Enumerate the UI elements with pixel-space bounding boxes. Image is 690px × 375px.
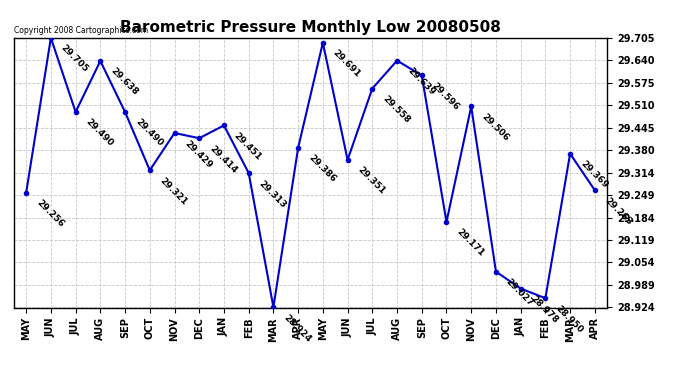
Text: 28.950: 28.950 — [553, 304, 584, 334]
Text: 29.263: 29.263 — [603, 196, 634, 227]
Text: 28.978: 28.978 — [529, 294, 560, 325]
Text: 29.558: 29.558 — [381, 94, 411, 125]
Text: 29.490: 29.490 — [133, 117, 164, 148]
Text: 29.705: 29.705 — [59, 44, 90, 74]
Text: 29.414: 29.414 — [208, 144, 239, 175]
Text: 29.429: 29.429 — [183, 139, 214, 170]
Text: 28.924: 28.924 — [282, 313, 313, 344]
Text: 29.171: 29.171 — [455, 228, 486, 259]
Text: 29.490: 29.490 — [84, 117, 115, 148]
Text: 29.369: 29.369 — [578, 159, 609, 190]
Title: Barometric Pressure Monthly Low 20080508: Barometric Pressure Monthly Low 20080508 — [120, 20, 501, 35]
Text: 29.639: 29.639 — [405, 66, 436, 97]
Text: 29.596: 29.596 — [430, 81, 461, 112]
Text: 29.321: 29.321 — [158, 176, 189, 207]
Text: 29.638: 29.638 — [108, 66, 139, 98]
Text: 29.691: 29.691 — [331, 48, 362, 79]
Text: 29.351: 29.351 — [356, 165, 387, 196]
Text: 29.313: 29.313 — [257, 178, 288, 210]
Text: 29.451: 29.451 — [233, 131, 264, 162]
Text: 29.027: 29.027 — [504, 277, 535, 308]
Text: 29.506: 29.506 — [480, 112, 511, 143]
Text: 29.386: 29.386 — [306, 153, 337, 184]
Text: 29.256: 29.256 — [34, 198, 66, 229]
Text: Copyright 2008 Cartographics.com: Copyright 2008 Cartographics.com — [14, 26, 148, 35]
